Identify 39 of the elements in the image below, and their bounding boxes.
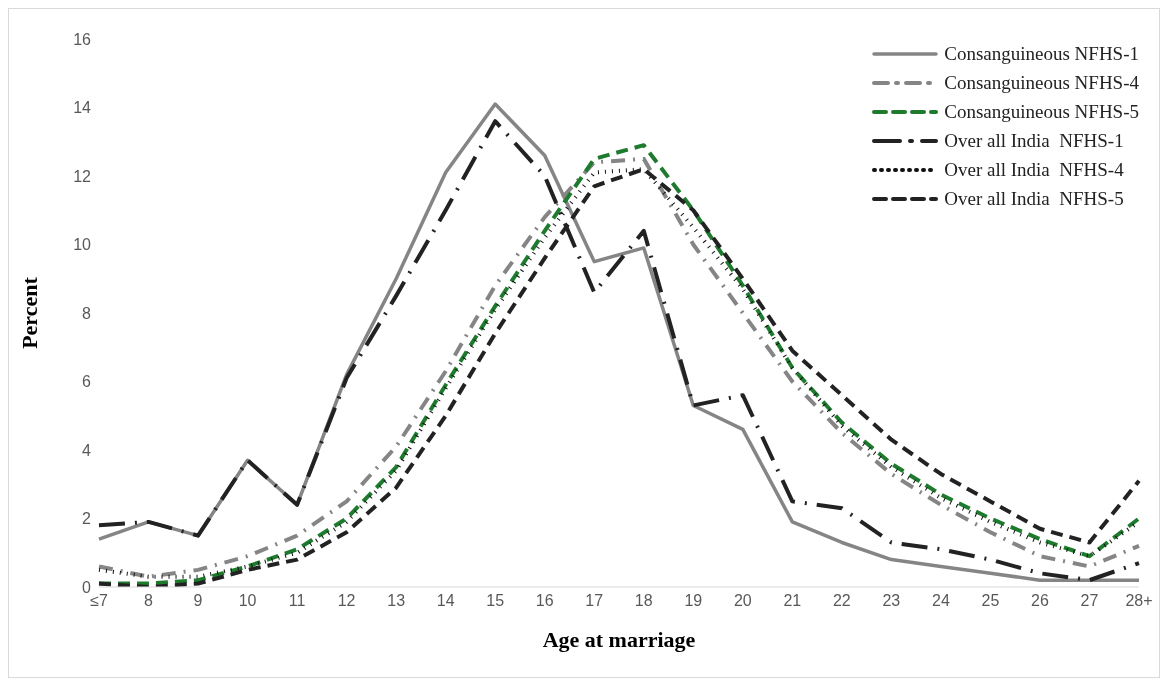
x-tick-label: 13 bbox=[387, 592, 406, 610]
x-tick-label: 11 bbox=[288, 592, 306, 610]
x-tick-label: 16 bbox=[535, 592, 554, 610]
x-tick-label: 9 bbox=[193, 592, 203, 610]
legend-label: Over all India NFHS-1 bbox=[944, 129, 1124, 152]
y-axis-title: Percent bbox=[16, 276, 42, 349]
y-tick-label: 10 bbox=[73, 236, 92, 254]
x-tick-label: 28+ bbox=[1125, 592, 1153, 610]
x-tick-label: 20 bbox=[733, 592, 752, 610]
x-tick-label: 14 bbox=[436, 592, 455, 610]
x-axis-title: Age at marriage bbox=[542, 627, 696, 652]
legend-label: Consanguineous NFHS-4 bbox=[944, 71, 1139, 94]
legend-label: Consanguineous NFHS-5 bbox=[944, 100, 1139, 123]
y-tick-label: 16 bbox=[73, 30, 92, 48]
x-tick-label: 25 bbox=[981, 592, 1000, 610]
x-tick-label: 26 bbox=[1031, 592, 1049, 610]
x-tick-label: 21 bbox=[783, 592, 802, 610]
legend-label: Over all India NFHS-5 bbox=[944, 187, 1124, 210]
legend-label: Over all India NFHS-4 bbox=[944, 158, 1124, 181]
y-tick-label: 4 bbox=[82, 441, 92, 459]
x-tick-label: 22 bbox=[832, 592, 851, 610]
y-tick-label: 8 bbox=[82, 304, 92, 322]
y-tick-label: 12 bbox=[73, 167, 92, 185]
y-tick-label: 0 bbox=[82, 578, 92, 596]
legend-label: Consanguineous NFHS-1 bbox=[944, 42, 1139, 65]
x-tick-label: 19 bbox=[684, 592, 703, 610]
y-tick-label: 14 bbox=[73, 99, 92, 117]
x-tick-label: 24 bbox=[932, 592, 950, 610]
x-tick-label: 15 bbox=[486, 592, 505, 610]
x-tick-label: 10 bbox=[238, 592, 257, 610]
y-tick-label: 2 bbox=[82, 510, 92, 528]
x-tick-label: 17 bbox=[585, 592, 604, 610]
y-tick-label: 6 bbox=[82, 373, 92, 391]
x-tick-label: 8 bbox=[144, 592, 154, 610]
x-tick-label: ≤7 bbox=[90, 592, 108, 610]
x-tick-label: 23 bbox=[882, 592, 901, 610]
x-tick-label: 18 bbox=[634, 592, 653, 610]
x-tick-label: 27 bbox=[1080, 592, 1099, 610]
x-tick-label: 12 bbox=[337, 592, 356, 610]
